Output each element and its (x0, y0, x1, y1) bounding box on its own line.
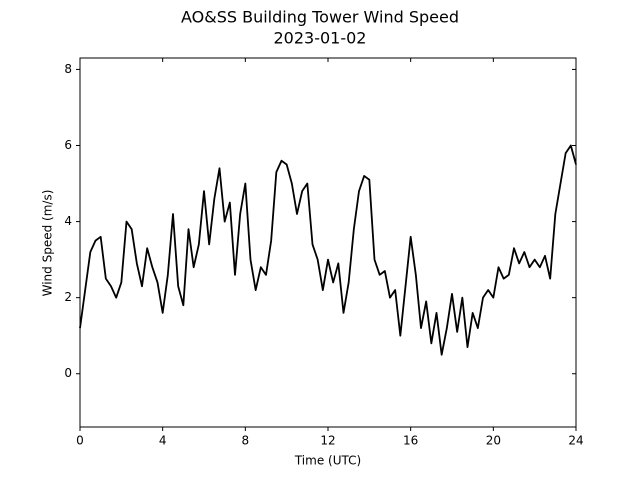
x-tick-label: 4 (159, 434, 167, 448)
y-tick-label: 2 (64, 290, 72, 304)
y-tick-label: 8 (64, 62, 72, 76)
x-tick-label: 16 (403, 434, 418, 448)
x-tick-label: 8 (242, 434, 250, 448)
plot-frame (79, 57, 577, 428)
x-tick-label: 20 (486, 434, 501, 448)
data-line (79, 144, 577, 356)
x-tick-label: 12 (320, 434, 335, 448)
y-tick-label: 6 (64, 138, 72, 152)
x-tick-label: 0 (76, 434, 84, 448)
x-tick-label: 24 (568, 434, 583, 448)
chart-title: AO&SS Building Tower Wind Speed (181, 8, 459, 27)
y-tick-label: 4 (64, 214, 72, 228)
y-axis-label: Wind Speed (m/s) (41, 190, 55, 297)
y-tick-label: 0 (64, 366, 72, 380)
x-axis-label: Time (UTC) (294, 454, 361, 468)
chart-subtitle: 2023-01-02 (274, 29, 367, 48)
